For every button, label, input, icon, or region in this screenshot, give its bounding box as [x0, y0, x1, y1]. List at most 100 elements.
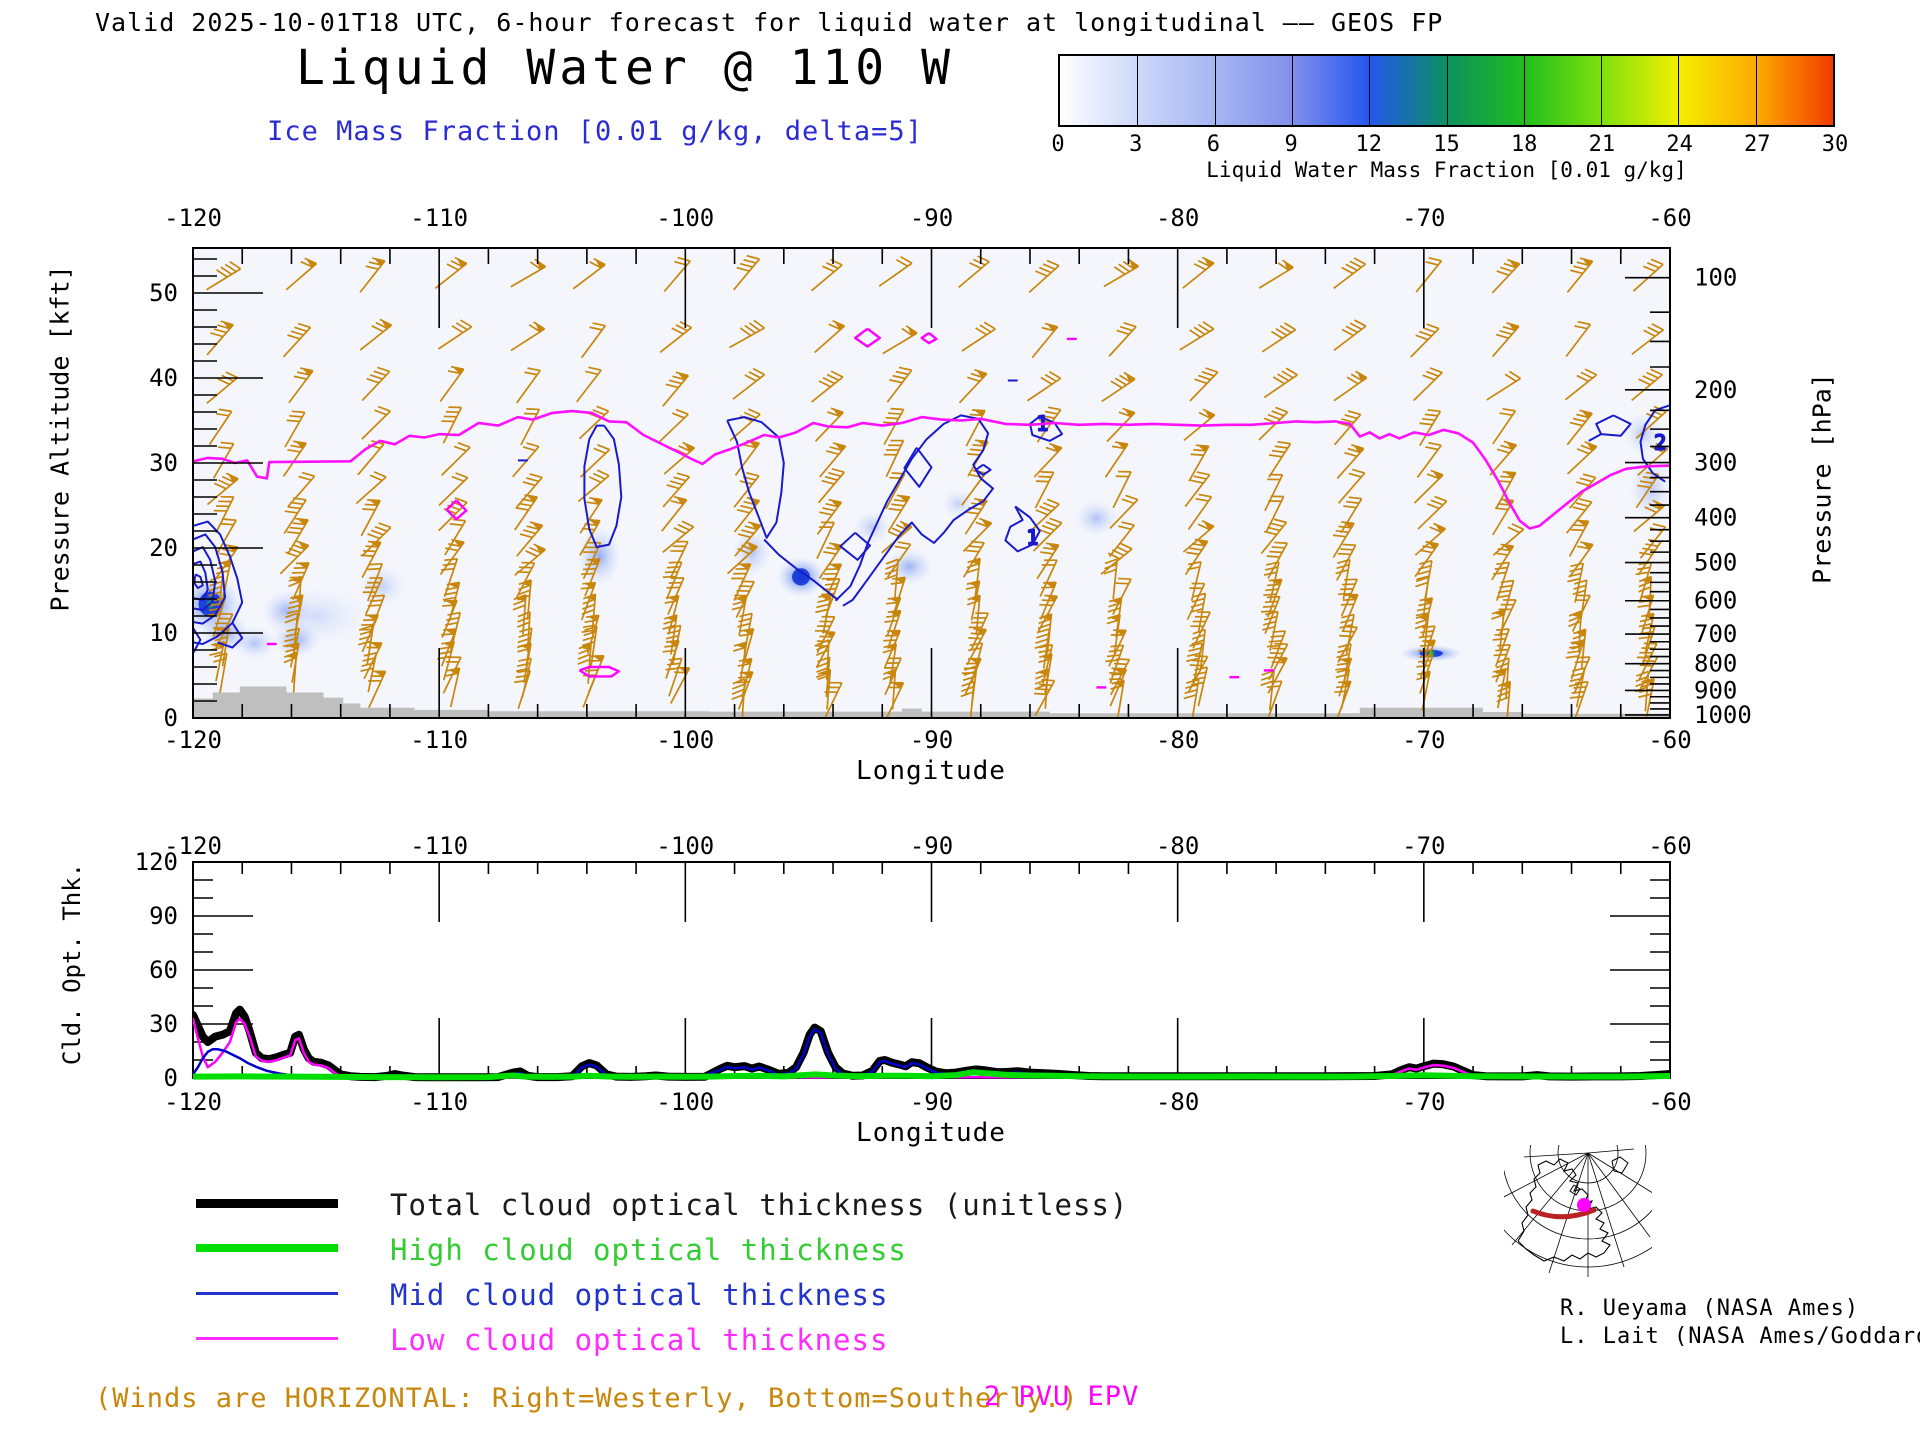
main-left-y-tick-label: 40: [149, 364, 178, 392]
main-left-y-tick-label: 20: [149, 534, 178, 562]
page-title: Liquid Water @ 110 W: [296, 40, 954, 96]
bottom-top-x-tick-label: -70: [1402, 832, 1445, 860]
pressure-tick-label: 900: [1694, 676, 1737, 704]
colorbar-cell-divider: [1523, 56, 1525, 125]
main-top-x-tick-label: -110: [410, 204, 468, 232]
series-high: [193, 1069, 1670, 1081]
legend-swatch-low: [196, 1337, 338, 1340]
map-location-dot: [1577, 1198, 1591, 1212]
ice-mass-contours: 112: [193, 379, 1670, 654]
colorbar-tick-label: 6: [1206, 132, 1221, 157]
header-valid-line: Valid 2025-10-01T18 UTC, 6-hour forecast…: [95, 8, 1444, 37]
colorbar-tick-label: 21: [1588, 132, 1616, 157]
legend-label-mid: Mid cloud optical thickness: [390, 1278, 889, 1312]
pvu-note: 2 PVU EPV: [984, 1381, 1140, 1412]
colorbar-cell-divider: [1214, 56, 1216, 125]
bottom-bottom-x-tick-label: -70: [1402, 1088, 1445, 1116]
colorbar-ticks: 0 3 6 9 12 15 18 21 24 27 30: [1051, 132, 1848, 157]
pressure-tick-label: 200: [1694, 376, 1737, 404]
optical-thickness-series: [193, 1005, 1670, 1082]
legend-swatch-mid: [196, 1292, 338, 1295]
pressure-tick-label: 400: [1694, 504, 1737, 532]
main-left-y-tick-label: 10: [149, 619, 178, 647]
subtitle-ice-mass: Ice Mass Fraction [0.01 g/kg, delta=5]: [267, 116, 923, 147]
main-left-y-tick-label: 50: [149, 279, 178, 307]
map-graticule: [1504, 1145, 1652, 1277]
main-bottom-x-tick-label: -90: [910, 726, 953, 754]
winds-note: (Winds are HORIZONTAL: Right=Westerly, B…: [95, 1383, 1079, 1414]
main-bottom-x-tick-label: -70: [1402, 726, 1445, 754]
bottom-tick-labels: -120 -120 -110 -110 -100 -100 -90 -90 -80 -80 -70 -…: [135, 832, 1692, 1116]
map-coastline: [1517, 1156, 1629, 1262]
epv-small-contours: [266, 327, 1274, 689]
bottom-top-x-tick-label: -100: [656, 832, 714, 860]
bottom-bottom-x-tick-label: -80: [1156, 1088, 1199, 1116]
main-bottom-x-tick-label: -60: [1648, 726, 1691, 754]
main-top-x-tick-label: -70: [1402, 204, 1445, 232]
bottom-left-y-tick-label: 60: [149, 956, 178, 984]
bottom-bottom-x-tick-label: -120: [164, 1088, 222, 1116]
legend-label-total: Total cloud optical thickness (unitless): [390, 1188, 1129, 1222]
bottom-y-axis-title: Cld. Opt. Thk.: [58, 862, 86, 1066]
colorbar: [1058, 54, 1835, 127]
main-axes: [192, 247, 1671, 719]
pressure-tick-label: 500: [1694, 549, 1737, 577]
bottom-top-x-tick-label: -80: [1156, 832, 1199, 860]
main-tick-labels: -120 -120 -110 -110 -100 -100 -90 -90 -80 -80 -70 -…: [149, 204, 1752, 754]
pressure-axis-title: Pressure [hPa]: [1807, 373, 1837, 584]
credit-line-1: R. Ueyama (NASA Ames): [1560, 1296, 1860, 1321]
main-top-x-tick-label: -80: [1156, 204, 1199, 232]
bottom-bottom-x-tick-label: -110: [410, 1088, 468, 1116]
colorbar-cell-divider: [1137, 56, 1139, 125]
map-inset: [1504, 1145, 1652, 1277]
credit-line-2: L. Lait (NASA Ames/Goddard): [1560, 1324, 1920, 1349]
pressure-tick-label: 600: [1694, 587, 1737, 615]
main-bottom-x-tick-label: -80: [1156, 726, 1199, 754]
ice-contour-label: 2: [1654, 430, 1666, 454]
bottom-chart: -120 -120 -110 -110 -100 -100 -90 -90 -80 -80 -70 -…: [135, 832, 1692, 1116]
wind-barbs: [206, 254, 1669, 718]
main-bottom-x-tick-label: -100: [656, 726, 714, 754]
bottom-top-x-tick-label: -120: [164, 832, 222, 860]
colorbar-tick-label: 9: [1284, 132, 1298, 157]
colorbar-cell-divider: [1369, 56, 1371, 125]
colorbar-cell-divider: [1601, 56, 1603, 125]
main-left-y-tick-label: 0: [164, 704, 178, 732]
bottom-bottom-x-tick-label: -90: [910, 1088, 953, 1116]
bottom-top-x-tick-label: -110: [410, 832, 468, 860]
legend-swatch-total: [196, 1199, 338, 1208]
pressure-tick-label: 1000: [1694, 701, 1752, 729]
colorbar-tick-label: 27: [1744, 132, 1771, 157]
main-bottom-x-tick-label: -110: [410, 726, 468, 754]
main-left-y-tick-label: 30: [149, 449, 178, 477]
colorbar-cell-divider: [1446, 56, 1448, 125]
legend-label-high: High cloud optical thickness: [390, 1233, 907, 1267]
colorbar-tick-label: 12: [1355, 132, 1383, 157]
bottom-left-y-tick-label: 120: [135, 848, 178, 876]
legend-swatch-high: [196, 1244, 338, 1252]
colorbar-tick-label: 30: [1821, 132, 1849, 157]
bottom-top-x-tick-label: -60: [1648, 832, 1691, 860]
bottom-top-x-tick-label: -90: [910, 832, 953, 860]
main-x-axis-title: Longitude: [856, 756, 1006, 786]
main-chart: 112-120-120-110-110-100-100-90-90-80-80-…: [149, 204, 1752, 754]
epv-2pvu-line: [193, 409, 1670, 530]
bottom-left-y-tick-label: 0: [164, 1064, 178, 1092]
main-y-axis-title: Pressure Altitude [kft]: [45, 265, 75, 612]
bottom-bottom-x-tick-label: -100: [656, 1088, 714, 1116]
colorbar-tick-label: 18: [1510, 132, 1538, 157]
colorbar-tick-label: 0: [1051, 132, 1065, 157]
main-top-x-tick-label: -100: [656, 204, 714, 232]
main-top-x-tick-label: -90: [910, 204, 953, 232]
colorbar-caption: Liquid Water Mass Fraction [0.01 g/kg]: [1206, 158, 1687, 182]
ice-contour-label: 1: [1026, 526, 1038, 550]
bottom-left-y-tick-label: 90: [149, 902, 178, 930]
main-top-x-tick-label: -120: [164, 204, 222, 232]
bottom-x-axis-title: Longitude: [856, 1118, 1006, 1148]
colorbar-cell-divider: [1291, 56, 1293, 125]
colorbar-cell-divider: [1678, 56, 1680, 125]
main-top-x-tick-label: -60: [1648, 204, 1691, 232]
pressure-tick-label: 300: [1694, 449, 1737, 477]
